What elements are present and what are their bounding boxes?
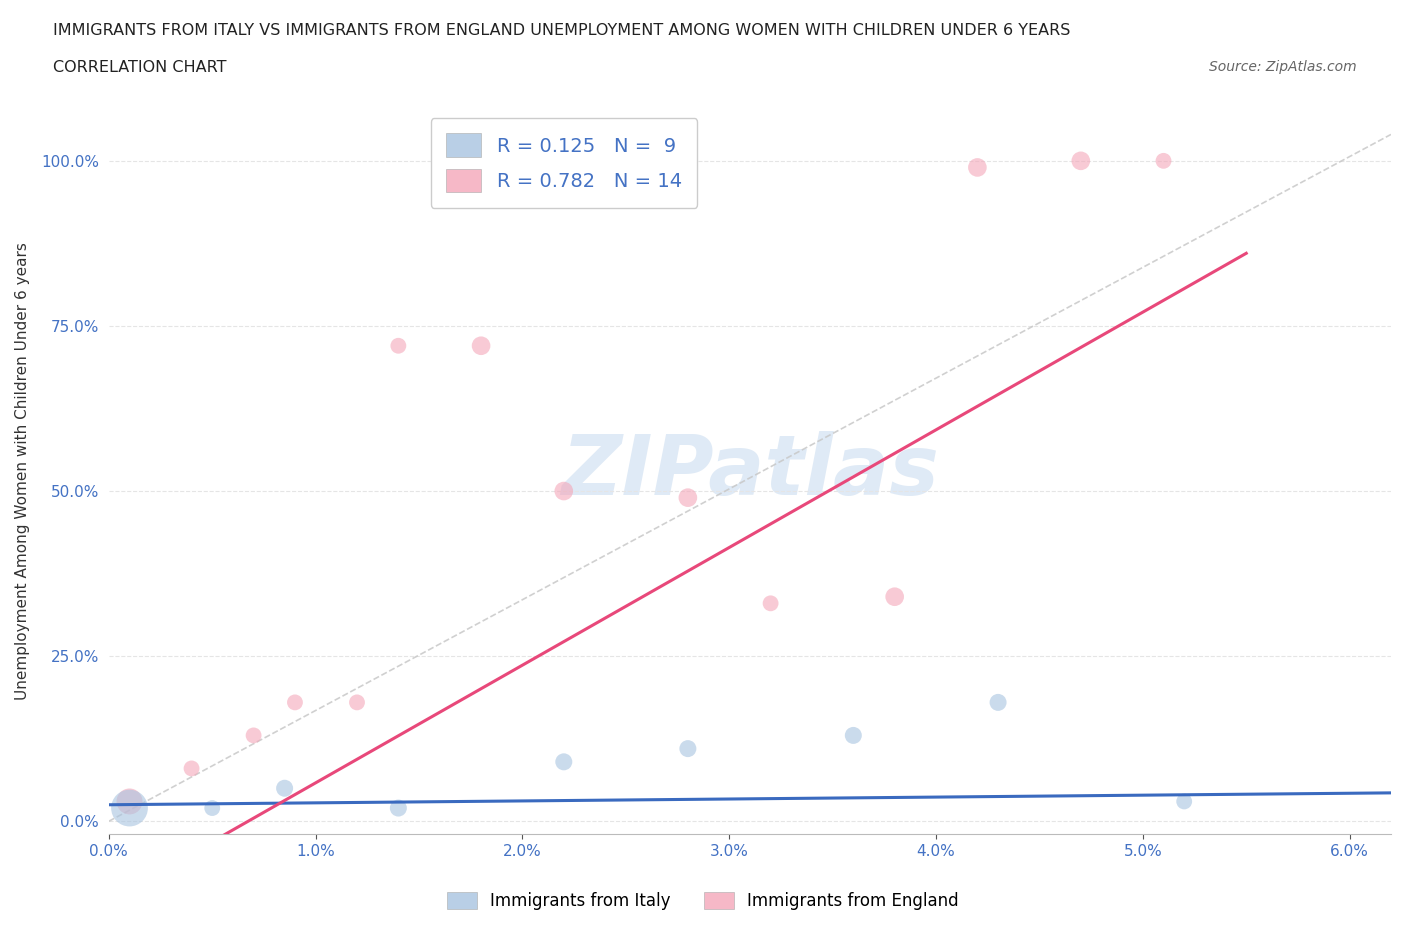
Point: [553, 754, 575, 769]
Point: [346, 695, 368, 710]
Point: [759, 596, 782, 611]
Y-axis label: Unemployment Among Women with Children Under 6 years: Unemployment Among Women with Children U…: [15, 243, 30, 700]
Text: CORRELATION CHART: CORRELATION CHART: [53, 60, 226, 75]
Text: ZIPatlas: ZIPatlas: [561, 431, 939, 512]
Text: Source: ZipAtlas.com: Source: ZipAtlas.com: [1209, 60, 1357, 74]
Point: [201, 801, 224, 816]
Point: [118, 794, 141, 809]
Point: [118, 801, 141, 816]
Point: [284, 695, 307, 710]
Text: IMMIGRANTS FROM ITALY VS IMMIGRANTS FROM ENGLAND UNEMPLOYMENT AMONG WOMEN WITH C: IMMIGRANTS FROM ITALY VS IMMIGRANTS FROM…: [53, 23, 1071, 38]
Point: [966, 160, 988, 175]
Point: [1153, 153, 1175, 168]
Point: [242, 728, 264, 743]
Point: [676, 741, 699, 756]
Point: [387, 339, 409, 353]
Point: [180, 761, 202, 776]
Legend: Immigrants from Italy, Immigrants from England: Immigrants from Italy, Immigrants from E…: [440, 885, 966, 917]
Point: [987, 695, 1010, 710]
Point: [883, 590, 905, 604]
Point: [387, 801, 409, 816]
Point: [1173, 794, 1195, 809]
Point: [842, 728, 865, 743]
Point: [553, 484, 575, 498]
Legend: R = 0.125   N =  9, R = 0.782   N = 14: R = 0.125 N = 9, R = 0.782 N = 14: [430, 118, 697, 208]
Point: [470, 339, 492, 353]
Point: [273, 781, 295, 796]
Point: [1070, 153, 1092, 168]
Point: [676, 490, 699, 505]
